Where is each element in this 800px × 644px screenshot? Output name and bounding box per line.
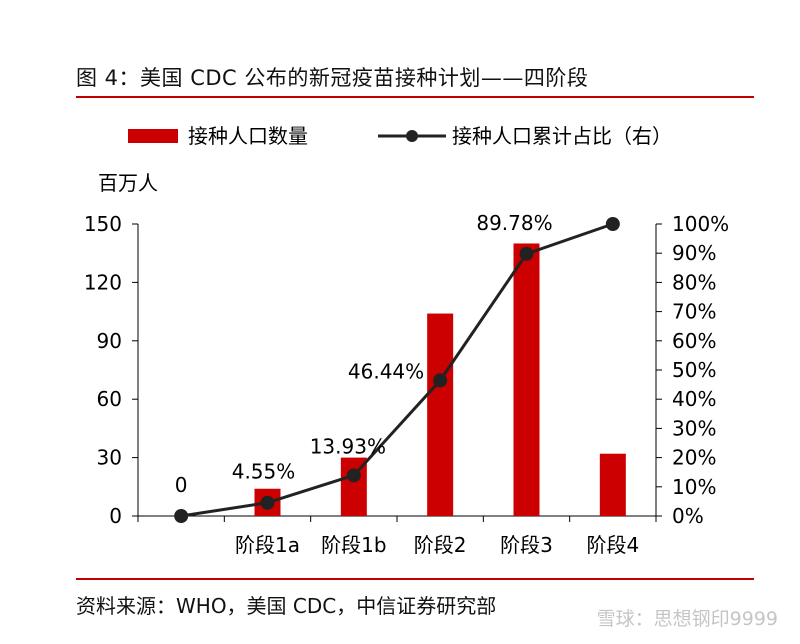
bar — [599, 453, 626, 516]
legend-line-label: 接种人口累计占比（右） — [452, 124, 672, 148]
axes: 0 30 60 90 120 150 0% 10% 20% 30% 40% 50% 60% 70% 80% 9… — [84, 212, 729, 557]
y-tick-label: 30 — [97, 446, 122, 470]
line-point — [519, 246, 534, 261]
y2-tick-label: 100% — [672, 212, 729, 236]
line-point — [260, 495, 275, 510]
y2-tick-label: 40% — [672, 387, 716, 411]
data-labels: 0 4.55% 13.93% 46.44% 89.78% — [175, 211, 553, 497]
y-tick-label: 0 — [109, 504, 122, 528]
line-point — [605, 217, 620, 231]
y2-tick-label: 10% — [672, 475, 716, 499]
legend: 接种人口数量 接种人口累计占比（右） — [128, 124, 672, 148]
line-point — [174, 509, 189, 523]
y2-tick-label: 50% — [672, 358, 716, 382]
legend-line-marker — [406, 130, 418, 142]
cumulative-share-line — [180, 222, 614, 518]
y2-tick-label: 60% — [672, 329, 716, 353]
line-point — [346, 468, 361, 483]
legend-bar-label: 接种人口数量 — [188, 124, 308, 148]
x-tick-label: 阶段2 — [414, 533, 467, 557]
y2-tick-label: 90% — [672, 241, 716, 265]
line-series — [174, 217, 620, 523]
y2-tick-label: 20% — [672, 446, 716, 470]
y2-tick-label: 80% — [672, 270, 716, 294]
y-tick-label: 60 — [97, 387, 122, 411]
x-tick-label: 阶段1a — [235, 533, 300, 557]
y-tick-label: 90 — [97, 329, 122, 353]
watermark: 雪球：思想钢印9999 — [596, 608, 778, 630]
x-tick-label: 阶段1b — [321, 533, 386, 557]
data-label: 0 — [175, 473, 188, 497]
x-tick-label: 阶段4 — [586, 533, 639, 557]
source-note: 资料来源：WHO，美国 CDC，中信证券研究部 — [76, 594, 497, 618]
bar — [427, 313, 454, 516]
y-axis-label: 百万人 — [98, 171, 158, 195]
data-label: 4.55% — [232, 460, 296, 484]
line-point — [433, 373, 448, 388]
y2-tick-label: 30% — [672, 416, 716, 440]
bar-series — [254, 243, 626, 516]
y2-tick-label: 70% — [672, 300, 716, 324]
y-tick-label: 150 — [84, 212, 122, 236]
y2-tick-label: 0% — [672, 504, 704, 528]
chart-title: 图 4：美国 CDC 公布的新冠疫苗接种计划——四阶段 — [76, 66, 589, 90]
bar — [513, 243, 540, 516]
data-label: 13.93% — [310, 434, 386, 458]
data-label: 46.44% — [348, 359, 424, 383]
data-label: 89.78% — [476, 211, 552, 235]
legend-bar-swatch — [128, 129, 178, 143]
source-rule — [76, 578, 754, 580]
title-rule — [76, 96, 754, 98]
x-tick-label: 阶段3 — [500, 533, 553, 557]
y-tick-label: 120 — [84, 270, 122, 294]
